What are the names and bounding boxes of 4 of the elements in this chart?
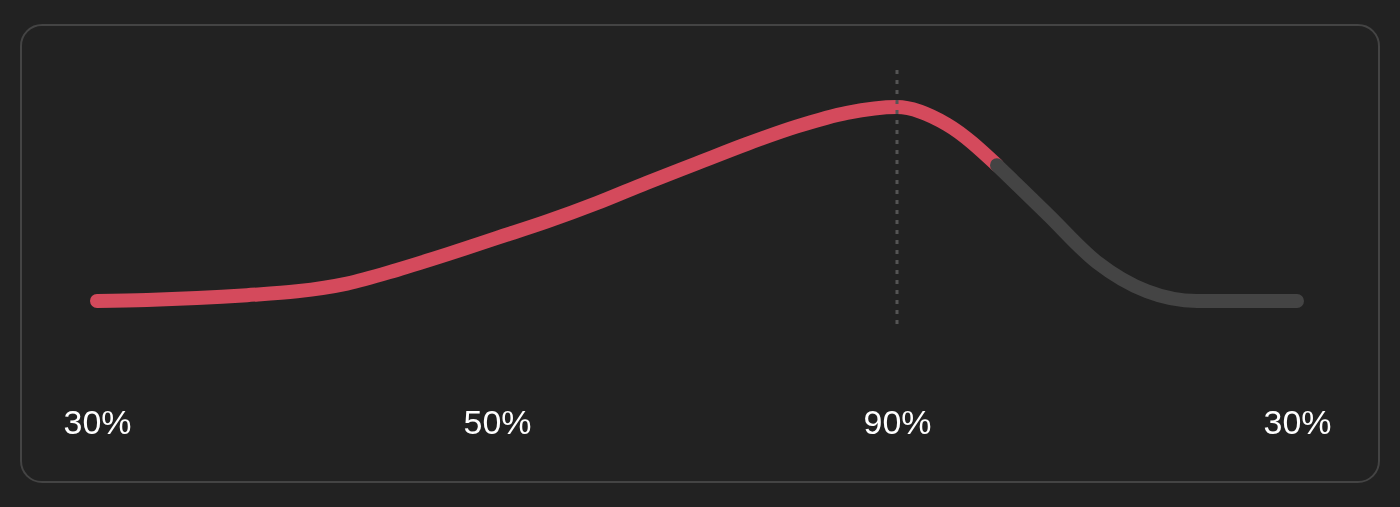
x-tick-label: 30%: [1263, 402, 1332, 441]
x-tick-label: 50%: [463, 402, 532, 441]
x-tick-label: 30%: [63, 402, 132, 441]
x-tick-label: 90%: [863, 402, 932, 441]
